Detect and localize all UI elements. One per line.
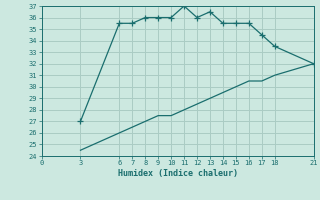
X-axis label: Humidex (Indice chaleur): Humidex (Indice chaleur)	[118, 169, 237, 178]
